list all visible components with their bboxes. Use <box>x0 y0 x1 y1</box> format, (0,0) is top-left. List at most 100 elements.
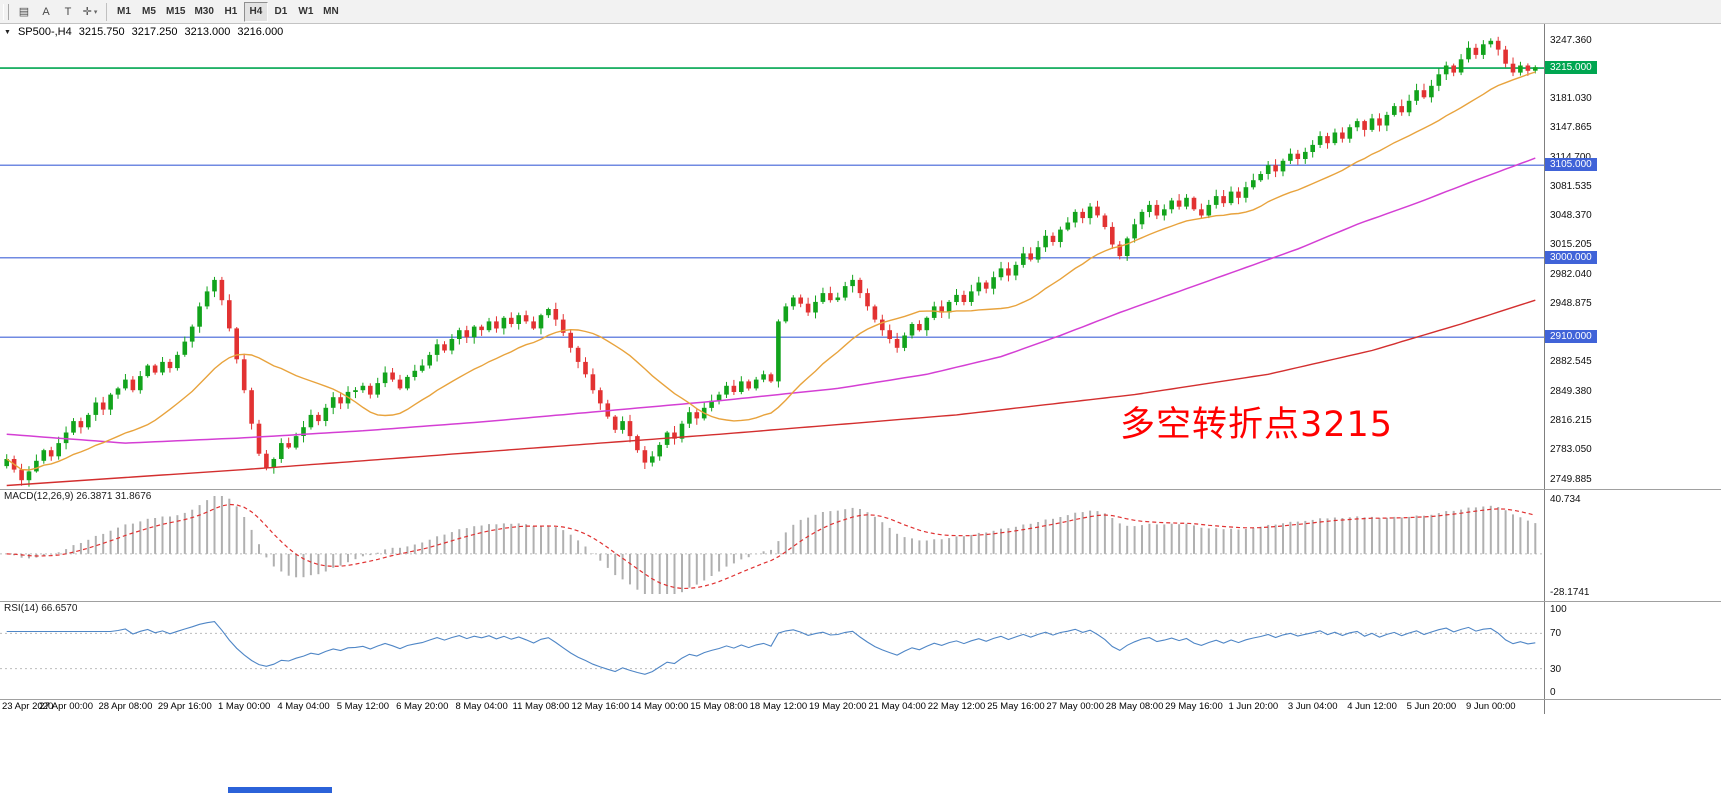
price-tick: 2816.215 <box>1550 414 1592 426</box>
price-tick: 3147.865 <box>1550 122 1592 134</box>
macd-histogram-layer <box>13 496 1537 594</box>
rsi-panel-row: RSI(14) 66.6570 100 70 30 0 <box>0 601 1721 699</box>
time-tick: 15 May 08:00 <box>690 701 748 712</box>
macd-canvas[interactable] <box>0 490 1544 601</box>
rsi-tick: 0 <box>1550 687 1556 698</box>
price-tick: 2982.040 <box>1550 268 1592 280</box>
price-line-box: 3215.000 <box>1545 61 1597 75</box>
price-axis[interactable]: 3247.360 3181.030 3147.865 3114.700 3081.535… <box>1544 24 1720 489</box>
timeframe-button-m5[interactable]: M5 <box>137 2 161 22</box>
time-tick: 27 May 00:00 <box>1046 701 1105 712</box>
font-a-icon[interactable]: A <box>35 2 57 22</box>
macd-min-tick: -28.1741 <box>1550 587 1590 598</box>
toolbar: ▤ A T ✛ ▾ M1 M5 M15 M30 H1 H4 D1 W1 MN <box>0 0 1721 24</box>
timeframe-button-m30[interactable]: M30 <box>190 2 217 22</box>
time-tick: 1 Jun 20:00 <box>1228 701 1279 712</box>
font-a-icon-glyph: A <box>42 5 50 18</box>
timeframe-button-m1[interactable]: M1 <box>112 2 136 22</box>
chart-list-icon-glyph: ▤ <box>18 6 30 18</box>
rsi-label: RSI(14) 66.6570 <box>4 603 78 614</box>
tool-icon-group: ▤ A T ✛ ▾ <box>13 2 101 22</box>
candles-layer <box>4 36 1538 487</box>
price-line-box: 3000.000 <box>1545 250 1597 264</box>
time-tick: 11 May 08:00 <box>512 701 570 712</box>
time-axis[interactable]: 23 Apr 2020 27 Apr 00:00 28 Apr 08:00 29 Ap… <box>0 700 1544 714</box>
price-tick: 3247.360 <box>1550 34 1592 46</box>
quote-header: ▼ SP500-,H4 3215.750 3217.250 3213.000 3… <box>4 26 283 38</box>
time-tick: 29 Apr 16:00 <box>157 701 212 712</box>
rsi-plot[interactable]: RSI(14) 66.6570 <box>0 602 1544 699</box>
rsi-canvas[interactable] <box>0 602 1544 699</box>
time-tick: 12 May 16:00 <box>571 701 630 712</box>
macd-axis[interactable]: 40.734 -28.1741 <box>1544 490 1720 601</box>
main-chart-plot[interactable]: ▼ SP500-,H4 3215.750 3217.250 3213.000 3… <box>0 24 1544 489</box>
timeframe-button-d1[interactable]: D1 <box>269 2 293 22</box>
timeframe-button-m15[interactable]: M15 <box>162 2 189 22</box>
time-tick: 22 May 12:00 <box>927 701 986 712</box>
quote-high: 3217.250 <box>131 26 178 38</box>
macd-panel-row: MACD(12,26,9) 26.3871 31.8676 40.734 -28.… <box>0 489 1721 601</box>
toolbar-grip[interactable] <box>3 3 9 20</box>
macd-label: MACD(12,26,9) 26.3871 31.8676 <box>4 491 152 502</box>
time-tick: 5 May 12:00 <box>336 701 390 712</box>
price-tick: 3015.205 <box>1550 239 1592 251</box>
time-tick: 23 Apr 2020 <box>2 701 54 712</box>
main-chart-canvas[interactable] <box>0 24 1544 489</box>
time-tick: 4 Jun 12:00 <box>1347 701 1397 712</box>
timeframe-group: M1 M5 M15 M30 H1 H4 D1 W1 MN <box>112 1 343 22</box>
rsi-tick: 100 <box>1550 604 1567 615</box>
time-tick: 1 May 00:00 <box>218 701 271 712</box>
price-tick: 2882.545 <box>1550 356 1592 368</box>
rsi-tick: 70 <box>1550 628 1562 640</box>
timeframe-button-mn[interactable]: MN <box>319 2 343 22</box>
time-tick: 18 May 12:00 <box>749 701 808 712</box>
macd-plot[interactable]: MACD(12,26,9) 26.3871 31.8676 <box>0 490 1544 601</box>
time-tick: 28 May 08:00 <box>1105 701 1164 712</box>
quote-close: 3216.000 <box>237 26 284 38</box>
time-tick: 19 May 20:00 <box>808 701 867 712</box>
price-tick: 2849.380 <box>1550 385 1592 397</box>
text-tool-icon[interactable]: T <box>57 2 79 22</box>
crosshair-tool-icon-glyph: ✛ <box>82 6 92 18</box>
annotation-text: 多空转折点3215 <box>1120 405 1394 445</box>
time-tick: 27 Apr 00:00 <box>39 701 94 712</box>
price-tick: 3048.370 <box>1550 210 1592 222</box>
rsi-tick: 30 <box>1550 663 1562 675</box>
time-tick: 21 May 04:00 <box>868 701 926 712</box>
crosshair-tool-icon[interactable]: ✛ ▾ <box>79 2 101 22</box>
price-tick: 2749.885 <box>1550 473 1592 485</box>
time-tick: 3 Jun 04:00 <box>1287 701 1338 712</box>
time-tick: 5 Jun 20:00 <box>1406 701 1457 712</box>
time-tick: 8 May 04:00 <box>455 701 508 712</box>
toolbar-separator <box>106 2 107 21</box>
timeframe-button-h1[interactable]: H1 <box>219 2 243 22</box>
price-tick: 2948.875 <box>1550 297 1592 309</box>
symbol-period-label: SP500-,H4 <box>17 26 72 38</box>
macd-max-tick: 40.734 <box>1550 494 1581 505</box>
chart-shell: ▼ SP500-,H4 3215.750 3217.250 3213.000 3… <box>0 24 1721 714</box>
quote-low: 3213.000 <box>184 26 231 38</box>
dropdown-caret-icon: ▾ <box>93 8 98 16</box>
time-tick: 9 Jun 00:00 <box>1465 701 1516 712</box>
time-axis-corner <box>1544 700 1720 714</box>
price-tick: 3081.535 <box>1550 180 1592 192</box>
chart-menu-icon[interactable]: ▼ <box>4 28 11 36</box>
timeframe-button-h4[interactable]: H4 <box>243 1 268 22</box>
bottom-space <box>0 714 1721 796</box>
quote-open: 3215.750 <box>78 26 125 38</box>
time-axis-row: 23 Apr 2020 27 Apr 00:00 28 Apr 08:00 29 Ap… <box>0 699 1721 714</box>
time-tick: 6 May 20:00 <box>396 701 449 712</box>
time-tick: 28 Apr 08:00 <box>98 701 153 712</box>
main-panel-row: ▼ SP500-,H4 3215.750 3217.250 3213.000 3… <box>0 24 1721 489</box>
time-tick: 25 May 16:00 <box>987 701 1045 712</box>
taskbar-fragment <box>228 787 332 793</box>
chart-list-icon[interactable]: ▤ <box>13 2 35 22</box>
time-tick: 29 May 16:00 <box>1165 701 1223 712</box>
timeframe-button-w1[interactable]: W1 <box>294 2 318 22</box>
time-tick: 14 May 00:00 <box>630 701 689 712</box>
hlines-layer[interactable] <box>0 67 1544 338</box>
price-tick: 3114.700 <box>1550 151 1591 163</box>
rsi-axis[interactable]: 100 70 30 0 <box>1544 602 1720 699</box>
price-tick: 3181.030 <box>1550 93 1592 105</box>
